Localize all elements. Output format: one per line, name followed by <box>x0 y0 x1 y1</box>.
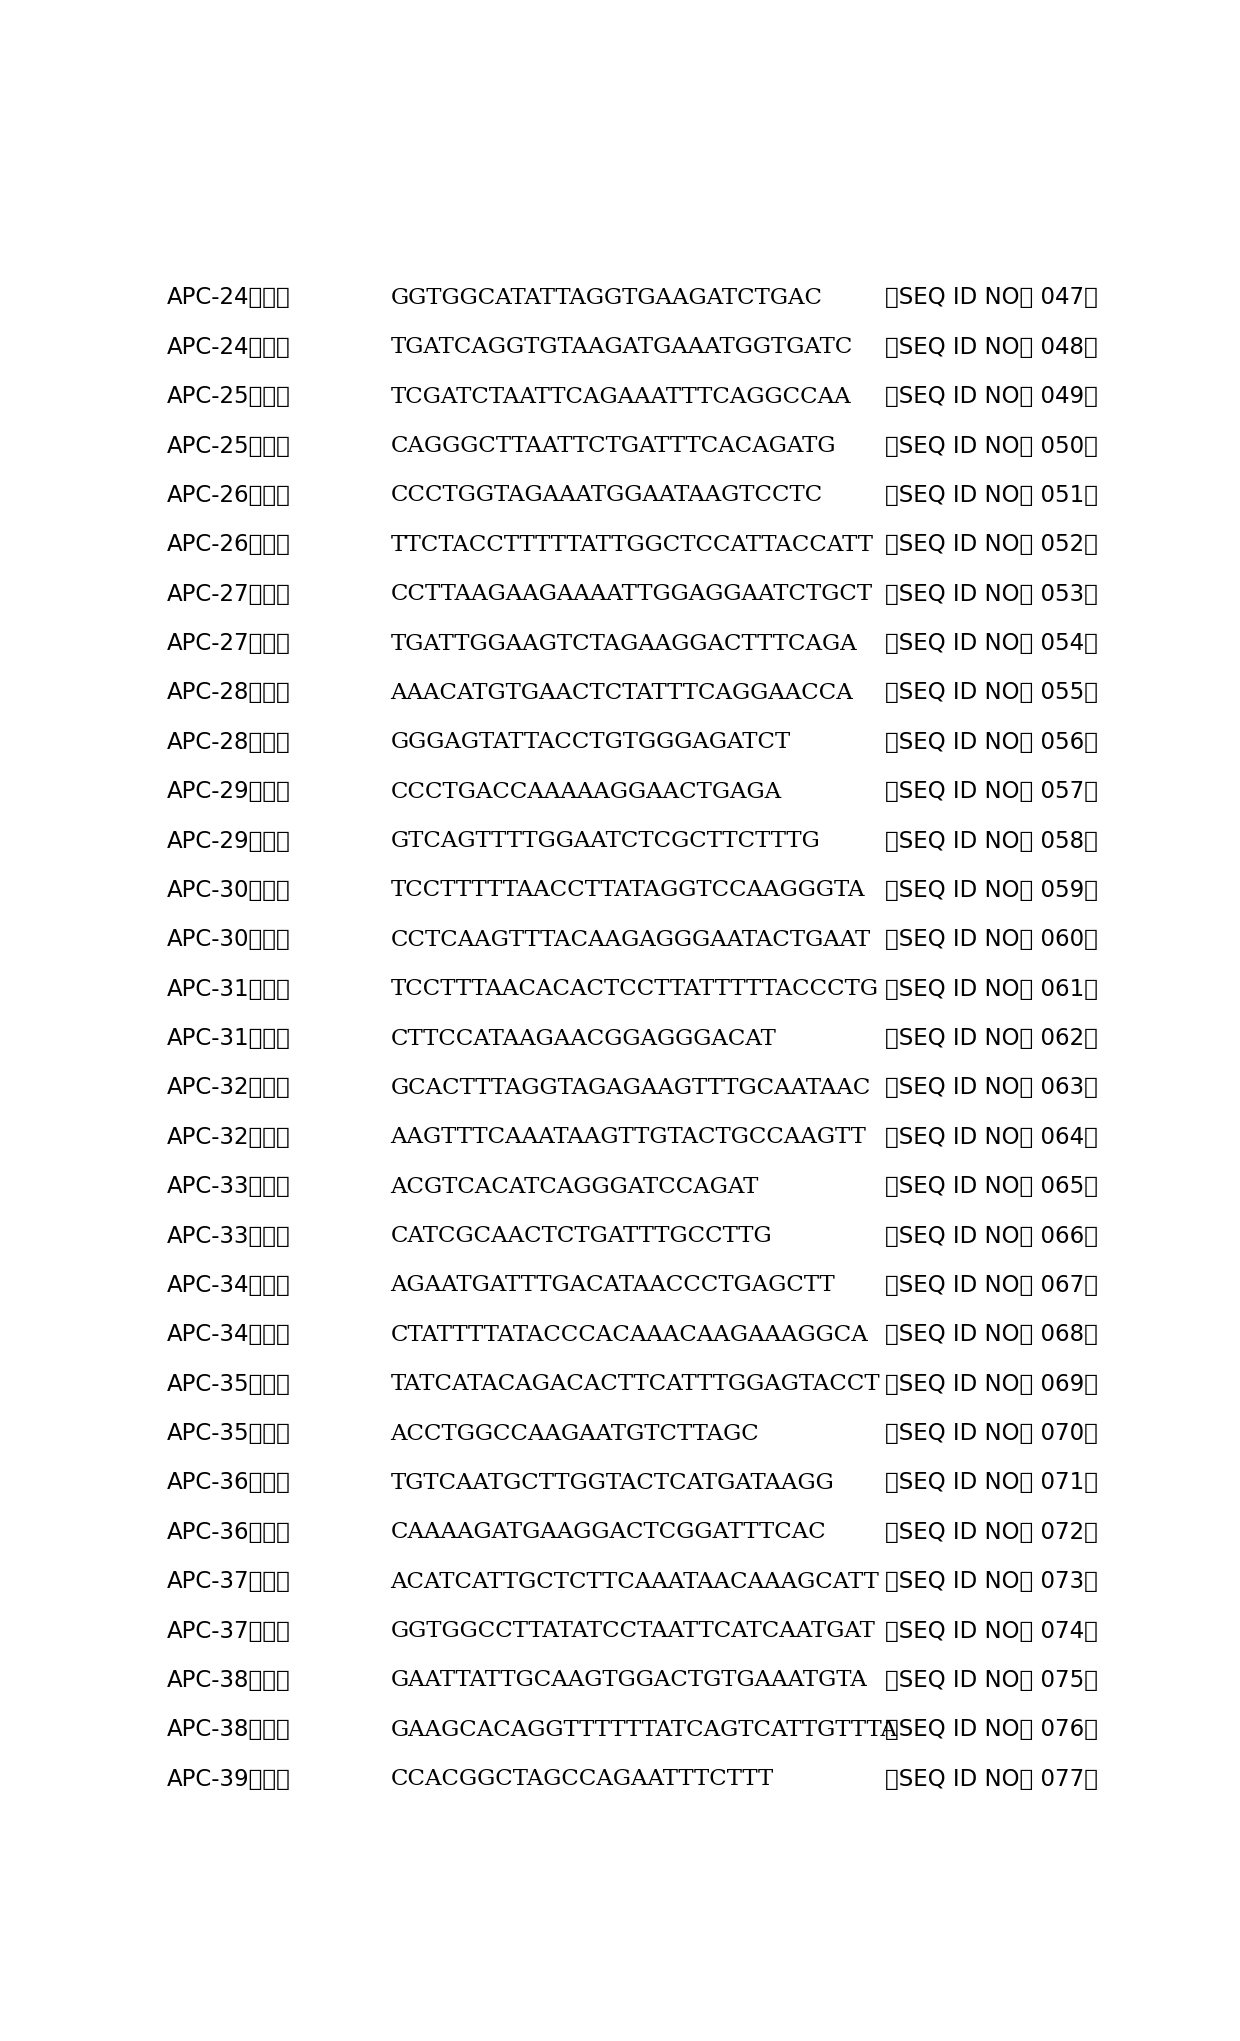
Text: （SEQ ID NO： 058）: （SEQ ID NO： 058） <box>885 829 1099 853</box>
Text: GGTGGCATATTAGGTGAAGATCTGAC: GGTGGCATATTAGGTGAAGATCTGAC <box>391 288 822 308</box>
Text: AGAATGATTTGACATAACCCTGAGCTT: AGAATGATTTGACATAACCCTGAGCTT <box>391 1274 836 1296</box>
Text: （SEQ ID NO： 049）: （SEQ ID NO： 049） <box>885 386 1099 408</box>
Text: APC-27反向：: APC-27反向： <box>166 633 290 655</box>
Text: TCCTTTTTAACCTTATAGGTCCAAGGGTA: TCCTTTTTAACCTTATAGGTCCAAGGGTA <box>391 880 866 902</box>
Text: CATCGCAACTCTGATTTGCCTTG: CATCGCAACTCTGATTTGCCTTG <box>391 1225 773 1247</box>
Text: （SEQ ID NO： 074）: （SEQ ID NO： 074） <box>885 1621 1099 1643</box>
Text: CCTTAAGAAGAAAATTGGAGGAATCTGCT: CCTTAAGAAGAAAATTGGAGGAATCTGCT <box>391 584 873 606</box>
Text: APC-29正向：: APC-29正向： <box>166 780 290 804</box>
Text: APC-24反向：: APC-24反向： <box>166 337 290 359</box>
Text: （SEQ ID NO： 069）: （SEQ ID NO： 069） <box>885 1374 1099 1396</box>
Text: AAACATGTGAACTCTATTTCAGGAACCA: AAACATGTGAACTCTATTTCAGGAACCA <box>391 682 853 704</box>
Text: APC-30正向：: APC-30正向： <box>166 880 290 902</box>
Text: （SEQ ID NO： 065）: （SEQ ID NO： 065） <box>885 1176 1099 1198</box>
Text: APC-24正向：: APC-24正向： <box>166 286 290 310</box>
Text: APC-33正向：: APC-33正向： <box>166 1176 290 1198</box>
Text: TATCATACAGACACTTCATTTGGAGTACCT: TATCATACAGACACTTCATTTGGAGTACCT <box>391 1374 880 1396</box>
Text: GAATTATTGCAAGTGGACTGTGAAATGTA: GAATTATTGCAAGTGGACTGTGAAATGTA <box>391 1670 867 1692</box>
Text: CAGGGCTTAATTCTGATTTCACAGATG: CAGGGCTTAATTCTGATTTCACAGATG <box>391 435 836 457</box>
Text: CCCTGACCAAAAAGGAACTGAGA: CCCTGACCAAAAAGGAACTGAGA <box>391 780 781 802</box>
Text: （SEQ ID NO： 055）: （SEQ ID NO： 055） <box>885 682 1099 704</box>
Text: CCTCAAGTTTACAAGAGGGAATACTGAAT: CCTCAAGTTTACAAGAGGGAATACTGAAT <box>391 929 870 951</box>
Text: CCCTGGTAGAAATGGAATAAGTCCTC: CCCTGGTAGAAATGGAATAAGTCCTC <box>391 484 822 506</box>
Text: （SEQ ID NO： 064）: （SEQ ID NO： 064） <box>885 1127 1099 1149</box>
Text: TCCTTTAACACACTCCTTATTTTTACCCTG: TCCTTTAACACACTCCTTATTTTTACCCTG <box>391 978 878 1000</box>
Text: APC-29反向：: APC-29反向： <box>166 829 290 853</box>
Text: APC-37正向：: APC-37正向： <box>166 1570 290 1594</box>
Text: （SEQ ID NO： 076）: （SEQ ID NO： 076） <box>885 1719 1099 1741</box>
Text: APC-31反向：: APC-31反向： <box>166 1027 290 1049</box>
Text: CTTCCATAAGAACGGAGGGACAT: CTTCCATAAGAACGGAGGGACAT <box>391 1027 776 1049</box>
Text: TGATTGGAAGTCTAGAAGGACTTTCAGA: TGATTGGAAGTCTAGAAGGACTTTCAGA <box>391 633 857 655</box>
Text: （SEQ ID NO： 072）: （SEQ ID NO： 072） <box>885 1521 1099 1543</box>
Text: （SEQ ID NO： 073）: （SEQ ID NO： 073） <box>885 1570 1099 1594</box>
Text: APC-34正向：: APC-34正向： <box>166 1274 290 1296</box>
Text: APC-28正向：: APC-28正向： <box>166 682 290 704</box>
Text: APC-26反向：: APC-26反向： <box>166 533 290 557</box>
Text: （SEQ ID NO： 068）: （SEQ ID NO： 068） <box>885 1323 1099 1347</box>
Text: TGATCAGGTGTAAGATGAAATGGTGATC: TGATCAGGTGTAAGATGAAATGGTGATC <box>391 337 853 359</box>
Text: CAAAAGATGAAGGACTCGGATTTCAC: CAAAAGATGAAGGACTCGGATTTCAC <box>391 1521 826 1543</box>
Text: APC-38反向：: APC-38反向： <box>166 1719 290 1741</box>
Text: TCGATCTAATTCAGAAATTTCAGGCCAA: TCGATCTAATTCAGAAATTTCAGGCCAA <box>391 386 851 408</box>
Text: GGTGGCCTTATATCCTAATTCATCAATGAT: GGTGGCCTTATATCCTAATTCATCAATGAT <box>391 1621 875 1643</box>
Text: （SEQ ID NO： 057）: （SEQ ID NO： 057） <box>885 780 1099 804</box>
Text: APC-32反向：: APC-32反向： <box>166 1127 290 1149</box>
Text: APC-25反向：: APC-25反向： <box>166 435 290 457</box>
Text: GAAGCACAGGTTTTTTATCAGTCATTGTTTA: GAAGCACAGGTTTTTTATCAGTCATTGTTTA <box>391 1719 898 1741</box>
Text: CCACGGCTAGCCAGAATTTCTTT: CCACGGCTAGCCAGAATTTCTTT <box>391 1768 774 1790</box>
Text: （SEQ ID NO： 061）: （SEQ ID NO： 061） <box>885 978 1099 1000</box>
Text: （SEQ ID NO： 060）: （SEQ ID NO： 060） <box>885 929 1099 951</box>
Text: GGGAGTATTACCTGTGGGAGATCT: GGGAGTATTACCTGTGGGAGATCT <box>391 731 791 753</box>
Text: （SEQ ID NO： 062）: （SEQ ID NO： 062） <box>885 1027 1099 1049</box>
Text: （SEQ ID NO： 059）: （SEQ ID NO： 059） <box>885 880 1099 902</box>
Text: GTCAGTTTTGGAATCTCGCTTCTTTG: GTCAGTTTTGGAATCTCGCTTCTTTG <box>391 831 820 851</box>
Text: APC-34反向：: APC-34反向： <box>166 1323 290 1347</box>
Text: APC-35反向：: APC-35反向： <box>166 1423 290 1445</box>
Text: TTCTACCTTTTTATTGGCTCCATTACCATT: TTCTACCTTTTTATTGGCTCCATTACCATT <box>391 535 873 555</box>
Text: APC-32正向：: APC-32正向： <box>166 1076 290 1100</box>
Text: APC-39正向：: APC-39正向： <box>166 1768 290 1790</box>
Text: （SEQ ID NO： 066）: （SEQ ID NO： 066） <box>885 1225 1099 1247</box>
Text: APC-36正向：: APC-36正向： <box>166 1472 290 1494</box>
Text: APC-31正向：: APC-31正向： <box>166 978 290 1000</box>
Text: AAGTTTCAAATAAGTTGTACTGCCAAGTT: AAGTTTCAAATAAGTTGTACTGCCAAGTT <box>391 1127 867 1149</box>
Text: APC-25正向：: APC-25正向： <box>166 386 290 408</box>
Text: （SEQ ID NO： 053）: （SEQ ID NO： 053） <box>885 582 1099 606</box>
Text: APC-26正向：: APC-26正向： <box>166 484 290 506</box>
Text: （SEQ ID NO： 071）: （SEQ ID NO： 071） <box>885 1472 1099 1494</box>
Text: TGTCAATGCTTGGTACTCATGATAAGG: TGTCAATGCTTGGTACTCATGATAAGG <box>391 1472 835 1494</box>
Text: APC-36反向：: APC-36反向： <box>166 1521 290 1543</box>
Text: （SEQ ID NO： 054）: （SEQ ID NO： 054） <box>885 633 1099 655</box>
Text: （SEQ ID NO： 067）: （SEQ ID NO： 067） <box>885 1274 1099 1296</box>
Text: （SEQ ID NO： 063）: （SEQ ID NO： 063） <box>885 1076 1099 1100</box>
Text: （SEQ ID NO： 048）: （SEQ ID NO： 048） <box>885 337 1099 359</box>
Text: （SEQ ID NO： 077）: （SEQ ID NO： 077） <box>885 1768 1099 1790</box>
Text: ACATCATTGCTCTTCAAATAACAAAGCATT: ACATCATTGCTCTTCAAATAACAAAGCATT <box>391 1572 879 1592</box>
Text: （SEQ ID NO： 050）: （SEQ ID NO： 050） <box>885 435 1099 457</box>
Text: APC-30反向：: APC-30反向： <box>166 929 290 951</box>
Text: GCACTTTAGGTAGAGAAGTTTGCAATAAC: GCACTTTAGGTAGAGAAGTTTGCAATAAC <box>391 1078 870 1098</box>
Text: （SEQ ID NO： 056）: （SEQ ID NO： 056） <box>885 731 1099 753</box>
Text: CTATTTTATACCCACAAACAAGAAAGGCA: CTATTTTATACCCACAAACAAGAAAGGCA <box>391 1325 868 1345</box>
Text: （SEQ ID NO： 052）: （SEQ ID NO： 052） <box>885 533 1099 557</box>
Text: APC-35正向：: APC-35正向： <box>166 1374 290 1396</box>
Text: （SEQ ID NO： 070）: （SEQ ID NO： 070） <box>885 1423 1099 1445</box>
Text: （SEQ ID NO： 075）: （SEQ ID NO： 075） <box>885 1670 1099 1692</box>
Text: APC-28反向：: APC-28反向： <box>166 731 290 753</box>
Text: ACCTGGCCAAGAATGTCTTAGC: ACCTGGCCAAGAATGTCTTAGC <box>391 1423 759 1445</box>
Text: （SEQ ID NO： 047）: （SEQ ID NO： 047） <box>885 286 1099 310</box>
Text: APC-33反向：: APC-33反向： <box>166 1225 290 1247</box>
Text: ACGTCACATCAGGGATCCAGAT: ACGTCACATCAGGGATCCAGAT <box>391 1176 759 1198</box>
Text: （SEQ ID NO： 051）: （SEQ ID NO： 051） <box>885 484 1099 506</box>
Text: APC-37反向：: APC-37反向： <box>166 1621 290 1643</box>
Text: APC-27正向：: APC-27正向： <box>166 582 290 606</box>
Text: APC-38正向：: APC-38正向： <box>166 1670 290 1692</box>
